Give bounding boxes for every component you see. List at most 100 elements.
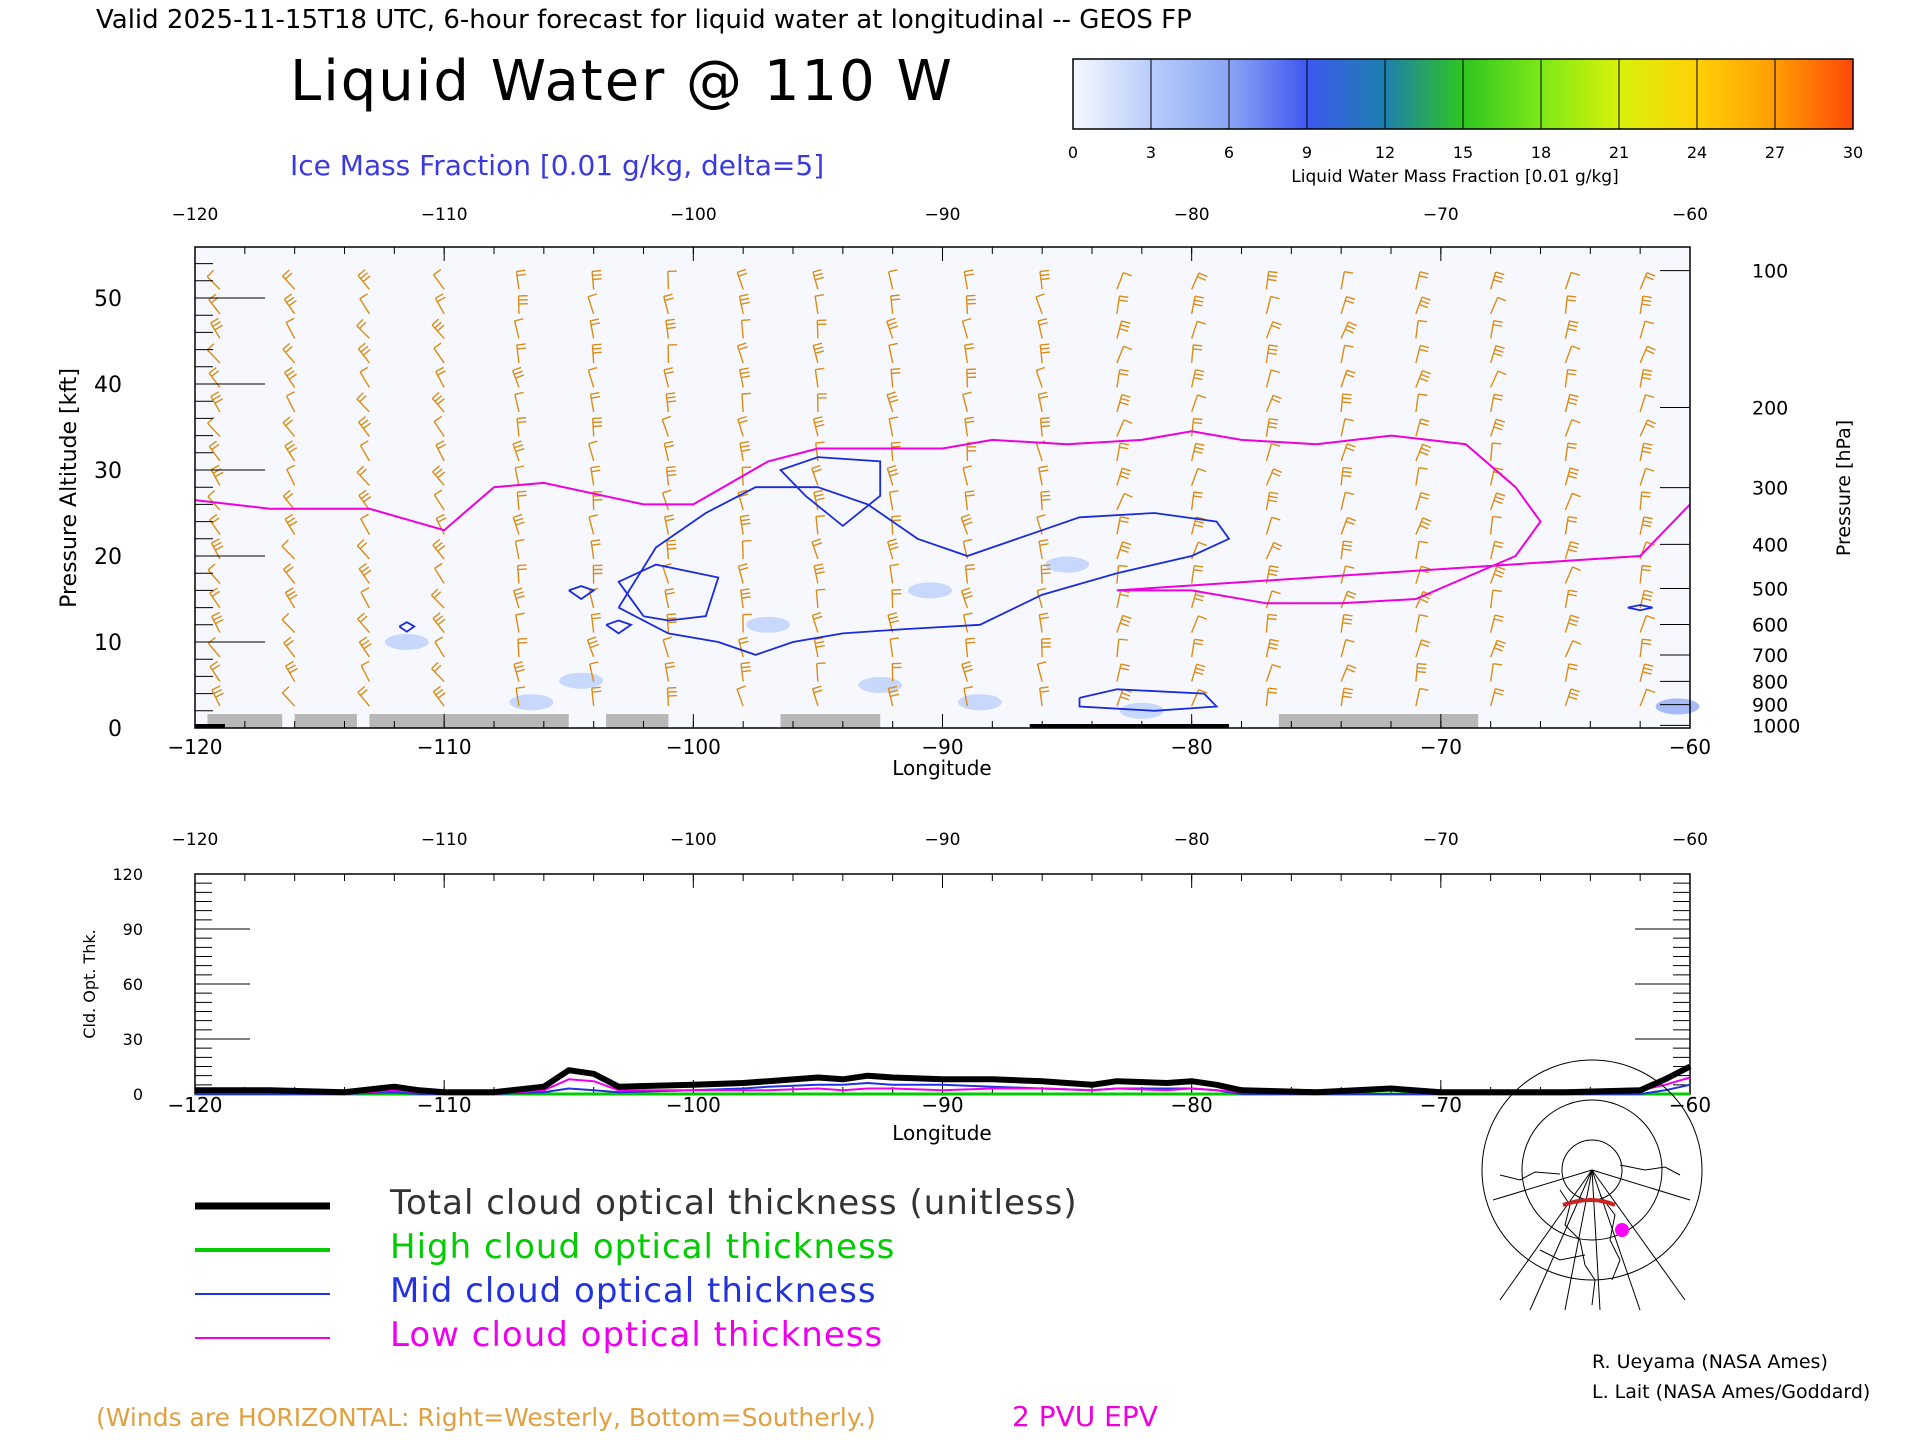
wind-barb [815, 514, 826, 535]
colorbar-tick-label: 30 [1843, 143, 1863, 162]
alt-tick-label: 20 [94, 545, 122, 570]
wind-barb [960, 513, 973, 535]
wind-barb [1340, 369, 1356, 388]
wind-barb [964, 416, 975, 437]
wind-barb [358, 636, 372, 658]
wind-barb [1038, 539, 1049, 560]
wind-barb [356, 392, 370, 413]
wind-barb [282, 342, 296, 364]
wind-barb [812, 268, 825, 290]
wind-barb [1489, 540, 1504, 560]
pressure-tick-label: 800 [1752, 671, 1788, 693]
lon-tick-label-top: −110 [421, 205, 468, 225]
wind-barb [434, 636, 445, 658]
wind-barb [887, 269, 898, 290]
wind-barb [358, 563, 372, 584]
wind-barb [282, 269, 296, 290]
wind-barb [1116, 638, 1128, 658]
wind-barb [811, 464, 822, 486]
wind-barb [960, 587, 973, 609]
lon-tick-label: −60 [1669, 735, 1711, 759]
wind-barb [665, 465, 677, 486]
wind-barb [590, 465, 601, 486]
wind-barb [513, 661, 526, 682]
credit-2: L. Lait (NASA Ames/Goddard) [1592, 1381, 1870, 1403]
pressure-tick-label: 500 [1752, 578, 1788, 600]
wind-barb [1036, 513, 1046, 535]
wind-barb [1639, 467, 1655, 486]
globe-projection-map-icon [1481, 1059, 1703, 1311]
wind-barb [1415, 296, 1431, 315]
wind-barb [739, 367, 751, 388]
wind-barb [1265, 369, 1280, 388]
wind-barb [356, 539, 370, 560]
wind-barb [665, 392, 677, 413]
wind-barb [516, 490, 527, 511]
wind-barb [737, 415, 748, 437]
colorbar-tick-label: 15 [1453, 143, 1473, 162]
wind-barb [1116, 295, 1129, 315]
wind-barb [812, 342, 825, 364]
wind-barb [890, 368, 901, 388]
wind-barb [1489, 345, 1505, 364]
wind-barb [1340, 614, 1353, 633]
wind-barb [961, 317, 972, 339]
wind-barb [961, 660, 974, 682]
wind-barb [886, 391, 899, 413]
wind-barb [1340, 466, 1353, 486]
alt-tick-label: 40 [94, 373, 122, 398]
wind-barb [663, 440, 675, 462]
lon-tick-label: −80 [1171, 735, 1213, 759]
wind-barb [512, 587, 525, 609]
wind-barb [1564, 345, 1581, 364]
wind-barb [286, 464, 296, 486]
wind-barb [963, 343, 975, 364]
main-title: Liquid Water @ 110 W [290, 49, 954, 114]
wind-barb [1564, 320, 1579, 339]
opt-thk-tick-label: 120 [112, 865, 143, 884]
wind-barb [433, 415, 445, 437]
wind-barb [1564, 295, 1577, 314]
lower-lon-tick-label-top: −70 [1423, 830, 1459, 850]
wind-barb [816, 319, 827, 339]
credit-1: R. Ueyama (NASA Ames) [1592, 1351, 1828, 1373]
wind-barb [1040, 638, 1051, 658]
optical-thickness-panel: −120 −120 −110 −110 −100 −100 −90 −90 −80 −80 −70 −… [80, 830, 1711, 1145]
wind-barb [1564, 614, 1580, 633]
wind-barb [433, 489, 445, 511]
wind-barb [433, 342, 445, 364]
right-ylabel: Pressure [hPa] [1833, 420, 1855, 556]
lon-tick-label-top: −120 [172, 205, 219, 225]
ice-contour [1627, 604, 1653, 612]
pressure-tick-label: 1000 [1752, 715, 1800, 737]
ground-block [369, 714, 445, 728]
wind-barb [1415, 344, 1430, 364]
wind-barb [588, 440, 598, 462]
wind-barb [1039, 269, 1050, 290]
wind-barb [1116, 320, 1131, 339]
opt-thk-tick-label: 30 [123, 1030, 143, 1049]
wind-barb [209, 514, 221, 535]
wind-barb [1489, 589, 1502, 609]
wind-barb [1639, 688, 1656, 707]
wind-barb [360, 660, 371, 682]
ground-block [195, 724, 225, 728]
wind-barb [1116, 492, 1133, 511]
wind-barb [1564, 393, 1579, 413]
wind-barb [815, 588, 826, 609]
lon-tick-label-top: −100 [670, 205, 717, 225]
wind-barb [431, 318, 445, 339]
wind-barb [1116, 614, 1132, 633]
wind-barb [1265, 687, 1278, 707]
wind-barb [434, 562, 445, 584]
plot-background [195, 247, 1690, 728]
wind-barb [1489, 515, 1502, 535]
wind-barb [1415, 540, 1429, 560]
lower-lon-tick-label: −100 [666, 1093, 721, 1117]
wind-barb [665, 318, 677, 339]
lower-lon-tick-label: −60 [1669, 1093, 1711, 1117]
wind-barb [738, 293, 751, 315]
wind-barb [512, 366, 525, 388]
wind-barb [1191, 394, 1207, 413]
colorbar-tick-label: 24 [1687, 143, 1707, 162]
